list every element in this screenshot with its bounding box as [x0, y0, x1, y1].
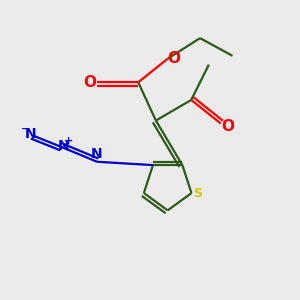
Text: O: O	[168, 51, 181, 66]
Text: S: S	[194, 187, 202, 200]
Text: −: −	[21, 124, 30, 134]
Text: +: +	[64, 136, 73, 146]
Text: O: O	[221, 119, 235, 134]
Text: N: N	[57, 139, 69, 153]
Text: N: N	[91, 147, 103, 161]
Text: O: O	[83, 75, 96, 90]
Text: N: N	[25, 127, 37, 141]
